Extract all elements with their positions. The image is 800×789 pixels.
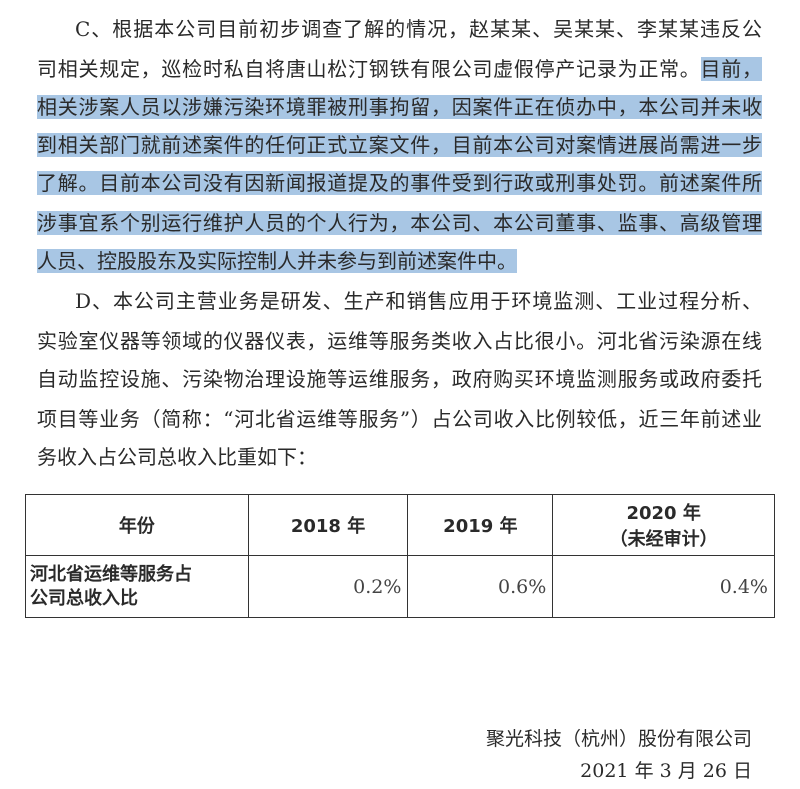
text-line: 相关涉案人员以涉嫌污染环境罪被刑事拘留，因案件正在侦办中，本公司并未收 xyxy=(37,92,762,122)
revenue-share-table: 年份 2018 年 2019 年 2020 年 （未经审计） 河北省运维等服务占公… xyxy=(25,494,775,618)
text-line: 实验室仪器等领域的仪器仪表，运维等服务类收入占比很小。河北省污染源在线 xyxy=(37,329,762,353)
highlighted-text: 涉事宜系个别运行维护人员的个人行为，本公司、本公司董事、监事、高级管理 xyxy=(37,211,762,235)
row-label: 河北省运维等服务占 公司总收入比 xyxy=(25,555,249,618)
text-line: 了解。目前本公司没有因新闻报道提及的事件受到行政或刑事处罚。前述案件所 xyxy=(37,168,762,198)
company-signature: 聚光科技（杭州）股份有限公司 xyxy=(485,728,752,750)
header-2020-note: （未经审计） xyxy=(609,529,718,550)
highlighted-text: 人员、控股股东及实际控制人并未参与到前述案件中。 xyxy=(37,249,517,273)
header-year: 年份 xyxy=(25,494,249,556)
highlighted-text: 相关涉案人员以涉嫌污染环境罪被刑事拘留，因案件正在侦办中，本公司并未收 xyxy=(37,95,762,119)
text-line: 司相关规定，巡检时私自将唐山松汀钢铁有限公司虚假停产记录为正常。目前， xyxy=(37,54,763,84)
text-line: 人员、控股股东及实际控制人并未参与到前述案件中。 xyxy=(37,246,762,276)
text-line: C、根据本公司目前初步调查了解的情况，赵某某、吴某某、李某某违反公 xyxy=(75,14,762,44)
text-line: 务收入占公司总收入比重如下： xyxy=(37,445,317,469)
header-2019: 2019 年 xyxy=(407,494,554,556)
header-2018: 2018 年 xyxy=(247,494,409,556)
header-2020-year: 2020 年 xyxy=(626,503,701,524)
signature-date: 2021 年 3 月 26 日 xyxy=(580,760,752,782)
row-label-line: 公司总收入比 xyxy=(30,587,138,609)
text-segment: C、根据本公司目前初步调查了解的情况，赵某某、吴某某、李某某违反公 xyxy=(75,17,762,41)
text-line: 项目等业务（简称：“河北省运维等服务”）占公司收入比例较低，近三年前述业 xyxy=(37,407,762,431)
text-segment: 司相关规定，巡检时私自将唐山松汀钢铁有限公司虚假停产记录为正常。 xyxy=(37,57,701,81)
header-2020: 2020 年 （未经审计） xyxy=(552,494,775,556)
text-line: D、本公司主营业务是研发、生产和销售应用于环境监测、工业过程分析、 xyxy=(75,289,762,313)
text-line: 自动监控设施、污染物治理设施等运维服务，政府购买环境监测服务或政府委托 xyxy=(37,367,762,391)
value-2020: 0.4% xyxy=(552,555,775,618)
highlighted-text: 了解。目前本公司没有因新闻报道提及的事件受到行政或刑事处罚。前述案件所 xyxy=(37,171,762,195)
table-row: 河北省运维等服务占 公司总收入比 0.2% 0.6% 0.4% xyxy=(25,555,775,618)
highlighted-text: 到相关部门就前述案件的任何正式立案文件，目前本公司对案情进展尚需进一步 xyxy=(37,133,762,157)
text-line: 到相关部门就前述案件的任何正式立案文件，目前本公司对案情进展尚需进一步 xyxy=(37,130,762,160)
table-header-row: 年份 2018 年 2019 年 2020 年 （未经审计） xyxy=(25,494,775,556)
row-label-line: 河北省运维等服务占 xyxy=(30,563,192,585)
highlighted-text: 目前， xyxy=(700,57,763,81)
text-line: 涉事宜系个别运行维护人员的个人行为，本公司、本公司董事、监事、高级管理 xyxy=(37,208,762,238)
value-2019: 0.6% xyxy=(407,555,554,618)
value-2018: 0.2% xyxy=(247,555,409,618)
